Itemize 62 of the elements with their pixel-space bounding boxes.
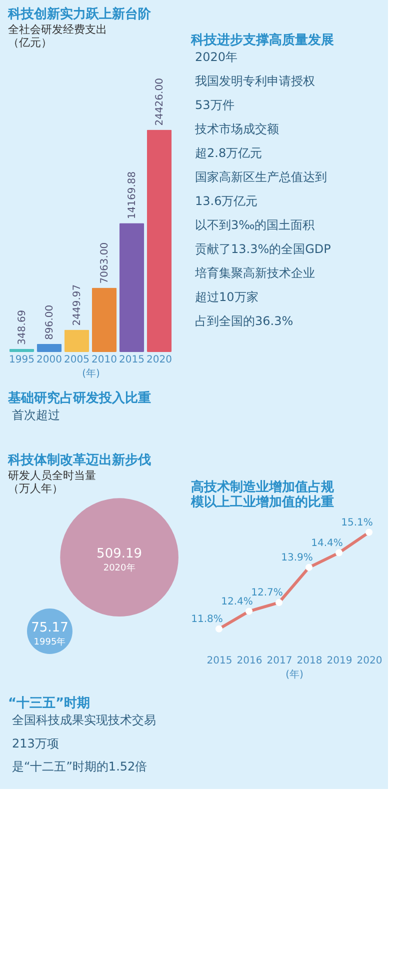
x-axis-title: (年): [82, 368, 100, 380]
y-axis-title: （亿元）: [8, 36, 52, 49]
x-tick-label: 2018: [296, 656, 322, 666]
data-label: 11.8%: [191, 614, 223, 625]
x-tick-label: 2017: [266, 656, 292, 666]
data-label: 509.19: [96, 546, 142, 562]
bar: [146, 130, 172, 352]
text: 占到全国的36.3%: [195, 314, 294, 328]
data-label: 14.4%: [311, 538, 343, 549]
text: 研发人员全时当量: [8, 469, 96, 482]
text: 213万项: [12, 736, 59, 750]
text: 53万件: [195, 98, 234, 112]
chart-subtitle: 全社会研发经费支出: [8, 23, 107, 36]
text: 技术市场成交额: [194, 122, 279, 136]
bar: [64, 330, 90, 352]
text: 以不到3‰的国土面积: [195, 218, 315, 232]
text: 国家高新区生产总值达到: [195, 170, 327, 184]
x-tick-label: 2019: [326, 656, 352, 666]
x-tick-label: 2015: [206, 656, 232, 666]
chart-title: 高技术制造业增加值占规模以上工业增加值的比重: [190, 479, 336, 510]
bar: [119, 223, 144, 352]
data-label: 75.17: [31, 620, 68, 636]
text: “十三五”时期: [8, 696, 90, 711]
text: 科技体制改革迈出新步伐: [7, 452, 151, 468]
data-label: 12.7%: [251, 588, 283, 599]
data-label: 14169.88: [126, 171, 138, 220]
x-tick-label: 2020: [146, 354, 172, 366]
x-tick-label: 1995: [9, 354, 34, 366]
x-tick-label: 2010: [92, 354, 117, 366]
chart-title: 科技创新实力跃上新台阶: [7, 6, 152, 22]
x-tick-label: 2005: [64, 354, 90, 366]
x-tick-label: 2015: [119, 354, 144, 366]
data-label: 2449.97: [72, 284, 83, 326]
text: 超过10万家: [195, 290, 258, 304]
text: 2020年: [195, 50, 238, 64]
data-label: 7063.00: [99, 242, 110, 284]
text: 基础研究占研发投入比重: [7, 390, 151, 406]
text: 首次超过: [12, 408, 60, 422]
text: 是“十二五”时期的1.52倍: [12, 760, 148, 774]
text: 超2.8万亿元: [195, 146, 262, 160]
data-label: 896.00: [44, 304, 56, 340]
x-tick-label: 2016: [236, 656, 262, 666]
text: 13.6万亿元: [195, 194, 258, 208]
text: （万人年）: [8, 482, 63, 496]
text: 我国发明专利申请授权: [195, 74, 315, 88]
text: 贡献了13.3%的全国GDP: [195, 242, 331, 256]
data-label: 12.4%: [221, 596, 253, 608]
bar: [36, 344, 62, 352]
data-label: 13.9%: [281, 552, 313, 564]
x-tick-label: 2000: [36, 354, 62, 366]
data-label: 15.1%: [341, 517, 373, 528]
data-label: 24426.00: [154, 78, 166, 126]
category-label: 2020年: [103, 562, 136, 574]
data-label: 348.69: [16, 310, 28, 345]
text: 全国科技成果实现技术交易: [12, 713, 156, 727]
category-label: 1995年: [34, 636, 66, 648]
text: 科技进步支撑高质量发展: [190, 32, 334, 48]
bar: [9, 348, 34, 352]
bar: [92, 288, 117, 352]
x-axis-title: (年): [286, 668, 304, 680]
x-tick-label: 2020: [356, 656, 382, 666]
text: 培育集聚高新技术企业: [194, 266, 315, 280]
